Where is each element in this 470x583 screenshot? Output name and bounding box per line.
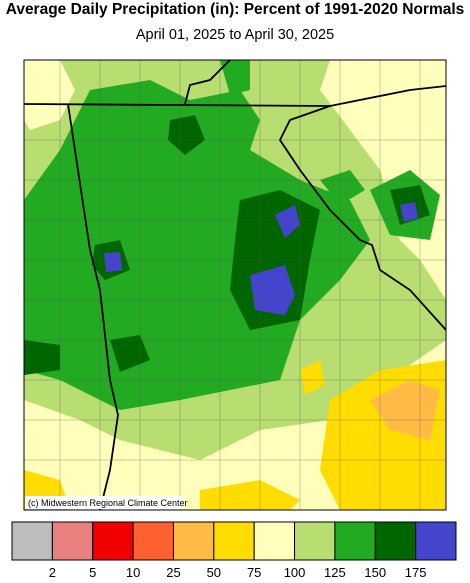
region [220,60,250,95]
region [250,265,295,315]
legend-swatch [294,521,336,561]
legend-label: 5 [89,565,96,580]
region [24,340,60,375]
region [24,80,370,410]
region [275,205,300,238]
legend-swatch [213,521,255,561]
legend-label: 150 [364,565,386,580]
legend-label: 75 [247,565,261,580]
legend-label: 25 [166,565,180,580]
subtitle: April 01, 2025 to April 30, 2025 [136,27,334,43]
legend-label: 125 [324,565,346,580]
region [168,115,205,155]
region [300,360,325,395]
legend-label: 2 [49,565,56,580]
legend-swatch [132,521,174,561]
region [200,480,300,510]
map-frame [23,59,447,511]
legend-swatch [11,521,53,561]
region [370,380,440,440]
legend-label: 50 [207,565,221,580]
map: (c) Midwestern Regional Climate Center [23,59,447,511]
legend-swatch [172,521,215,561]
region [104,252,122,272]
legend-label: 100 [284,565,306,580]
credit-box [25,496,183,509]
credit: (c) Midwestern Regional Climate Center [28,498,188,508]
region [320,170,365,205]
title: Average Daily Precipitation (in): Percen… [6,1,465,18]
region [400,202,418,222]
legend-swatch [253,521,296,561]
legend-swatch [374,521,417,561]
legend: 2 5 10 25 50 75 100 125 150 175 [11,521,457,580]
legend-label: 10 [126,565,140,580]
legend-swatch [334,521,376,561]
legend-label: 175 [405,565,427,580]
legend-swatch [415,521,457,561]
region [24,60,75,130]
county-lines [24,60,446,510]
legend-swatch [92,521,134,561]
legend-swatch [51,521,94,561]
